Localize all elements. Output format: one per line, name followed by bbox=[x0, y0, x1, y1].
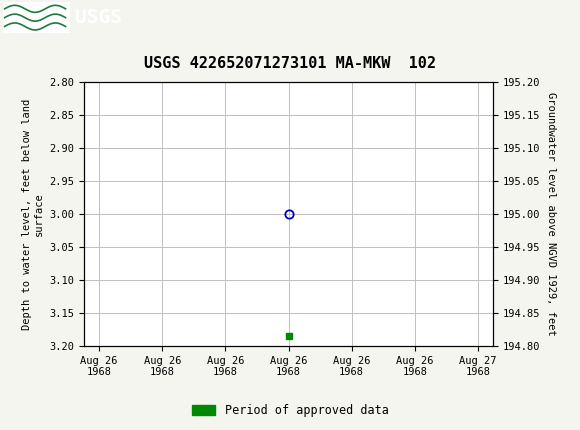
FancyBboxPatch shape bbox=[3, 2, 70, 34]
Text: USGS: USGS bbox=[75, 8, 122, 27]
Legend: Period of approved data: Period of approved data bbox=[187, 399, 393, 422]
Text: USGS 422652071273101 MA-MKW  102: USGS 422652071273101 MA-MKW 102 bbox=[144, 56, 436, 71]
Y-axis label: Depth to water level, feet below land
surface: Depth to water level, feet below land su… bbox=[22, 98, 44, 329]
Y-axis label: Groundwater level above NGVD 1929, feet: Groundwater level above NGVD 1929, feet bbox=[546, 92, 556, 336]
